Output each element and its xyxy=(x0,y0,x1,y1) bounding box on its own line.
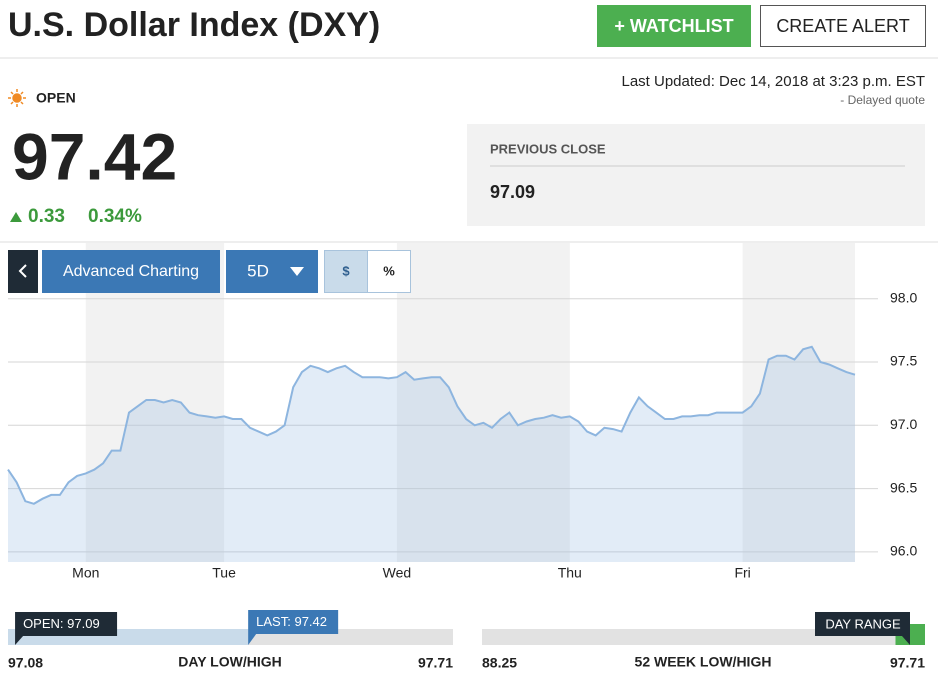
percent-text[interactable]: % xyxy=(383,263,395,278)
day-range-label: DAY LOW/HIGH xyxy=(178,654,281,670)
week-range-label: 52 WEEK LOW/HIGH xyxy=(635,654,772,670)
chart: 96.0 96.5 97.0 97.5 98.0 Mon Tue Wed Thu Fri xyxy=(7,243,917,581)
x-tick-label: Fri xyxy=(734,565,750,581)
previous-close-value: 97.09 xyxy=(490,182,535,202)
watchlist-button[interactable] xyxy=(597,5,751,47)
back-button[interactable] xyxy=(8,250,38,293)
x-tick-label: Tue xyxy=(212,565,236,581)
alert-text[interactable]: CREATE ALERT xyxy=(776,16,909,36)
price: 97.42 xyxy=(12,119,177,193)
up-arrow xyxy=(10,212,22,222)
last-tag-value: 97.42 xyxy=(294,614,327,629)
price-change: 0.33 xyxy=(28,206,65,227)
price-change-percent: 0.34% xyxy=(88,206,142,227)
advanced-charting-button[interactable] xyxy=(42,250,220,293)
x-tick-label: Thu xyxy=(558,565,582,581)
range-bars: OPEN: 97.09 LAST: 97.42 97.08 DAY LOW/HIGH 9… xyxy=(8,610,925,671)
delayed-note: - Delayed quote xyxy=(840,93,925,107)
day-band xyxy=(85,243,225,562)
day-band xyxy=(742,243,855,562)
range-track xyxy=(482,629,925,645)
y-tick-label: 96.5 xyxy=(890,479,917,495)
percent-toggle[interactable] xyxy=(367,250,411,293)
y-tick-label: 98.0 xyxy=(890,289,917,305)
open-pointer xyxy=(15,636,24,645)
back-icon[interactable] xyxy=(18,264,27,278)
previous-close-box xyxy=(467,124,925,226)
day-range-tag xyxy=(815,612,910,636)
last-pointer xyxy=(248,634,257,645)
dropdown-icon[interactable] xyxy=(290,267,304,276)
area xyxy=(8,346,855,562)
y-tick-label: 97.0 xyxy=(890,416,917,432)
last-tag xyxy=(248,610,339,634)
last-updated: Last Updated: Dec 14, 2018 at 3:23 p.m. … xyxy=(621,73,925,90)
page-title: U.S. Dollar Index (DXY) xyxy=(8,6,380,44)
x-tick-label: Wed xyxy=(383,565,412,581)
last-tag-label: LAST: xyxy=(256,614,291,629)
dollar-text[interactable]: $ xyxy=(342,263,350,278)
day-low: 97.08 xyxy=(8,655,43,671)
sun-icon xyxy=(8,89,26,107)
range-text[interactable]: 5D xyxy=(247,261,269,280)
day-range-pointer xyxy=(902,636,910,645)
watchlist-text[interactable]: + WATCHLIST xyxy=(614,16,733,36)
alert-button[interactable] xyxy=(760,5,926,47)
market-status: OPEN xyxy=(36,90,76,106)
y-tick-label: 96.0 xyxy=(890,543,917,559)
last-tag-text: LAST: 97.42 xyxy=(256,614,327,629)
week-high: 97.71 xyxy=(890,655,925,671)
previous-close-label: PREVIOUS CLOSE xyxy=(490,141,606,156)
open-tag-label: OPEN: xyxy=(23,616,63,631)
line xyxy=(7,345,856,505)
x-tick-label: Mon xyxy=(72,565,99,581)
advanced-charting-text[interactable]: Advanced Charting xyxy=(63,263,199,280)
open-tag xyxy=(15,612,118,636)
week-low: 88.25 xyxy=(482,655,517,671)
open-tag-value: 97.09 xyxy=(67,616,100,631)
range-select[interactable] xyxy=(226,250,318,293)
day-band xyxy=(396,243,570,562)
day-range-tag-text: DAY RANGE xyxy=(825,616,901,631)
open-tag-text: OPEN: 97.09 xyxy=(23,616,100,631)
y-tick-label: 97.5 xyxy=(890,353,917,369)
day-high: 97.71 xyxy=(418,655,453,671)
